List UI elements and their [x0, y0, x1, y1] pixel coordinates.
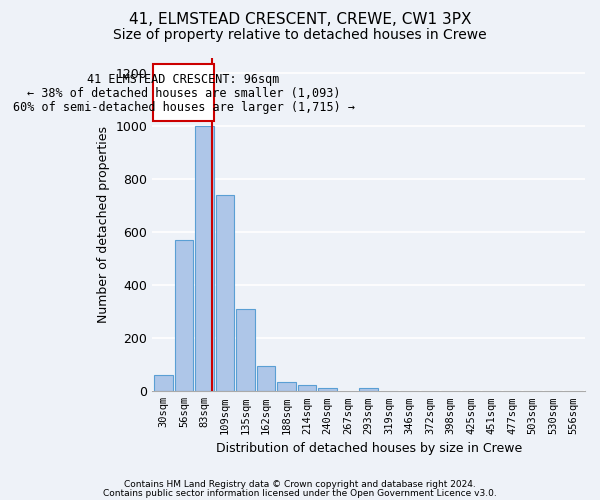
Text: 60% of semi-detached houses are larger (1,715) →: 60% of semi-detached houses are larger (…	[13, 102, 355, 114]
Text: Contains public sector information licensed under the Open Government Licence v3: Contains public sector information licen…	[103, 488, 497, 498]
Bar	[196, 126, 214, 392]
Bar	[236, 309, 255, 392]
Bar	[154, 376, 173, 392]
Bar	[175, 240, 193, 392]
Text: 41, ELMSTEAD CRESCENT, CREWE, CW1 3PX: 41, ELMSTEAD CRESCENT, CREWE, CW1 3PX	[129, 12, 471, 28]
Text: 41 ELMSTEAD CRESCENT: 96sqm: 41 ELMSTEAD CRESCENT: 96sqm	[88, 74, 280, 86]
Bar	[319, 388, 337, 392]
Text: Size of property relative to detached houses in Crewe: Size of property relative to detached ho…	[113, 28, 487, 42]
Bar	[277, 382, 296, 392]
Bar	[257, 366, 275, 392]
Y-axis label: Number of detached properties: Number of detached properties	[97, 126, 110, 323]
X-axis label: Distribution of detached houses by size in Crewe: Distribution of detached houses by size …	[215, 442, 522, 455]
Text: ← 38% of detached houses are smaller (1,093): ← 38% of detached houses are smaller (1,…	[27, 88, 340, 101]
Bar	[298, 384, 316, 392]
Bar	[359, 388, 378, 392]
Text: Contains HM Land Registry data © Crown copyright and database right 2024.: Contains HM Land Registry data © Crown c…	[124, 480, 476, 489]
Bar	[153, 64, 214, 121]
Bar	[216, 196, 235, 392]
